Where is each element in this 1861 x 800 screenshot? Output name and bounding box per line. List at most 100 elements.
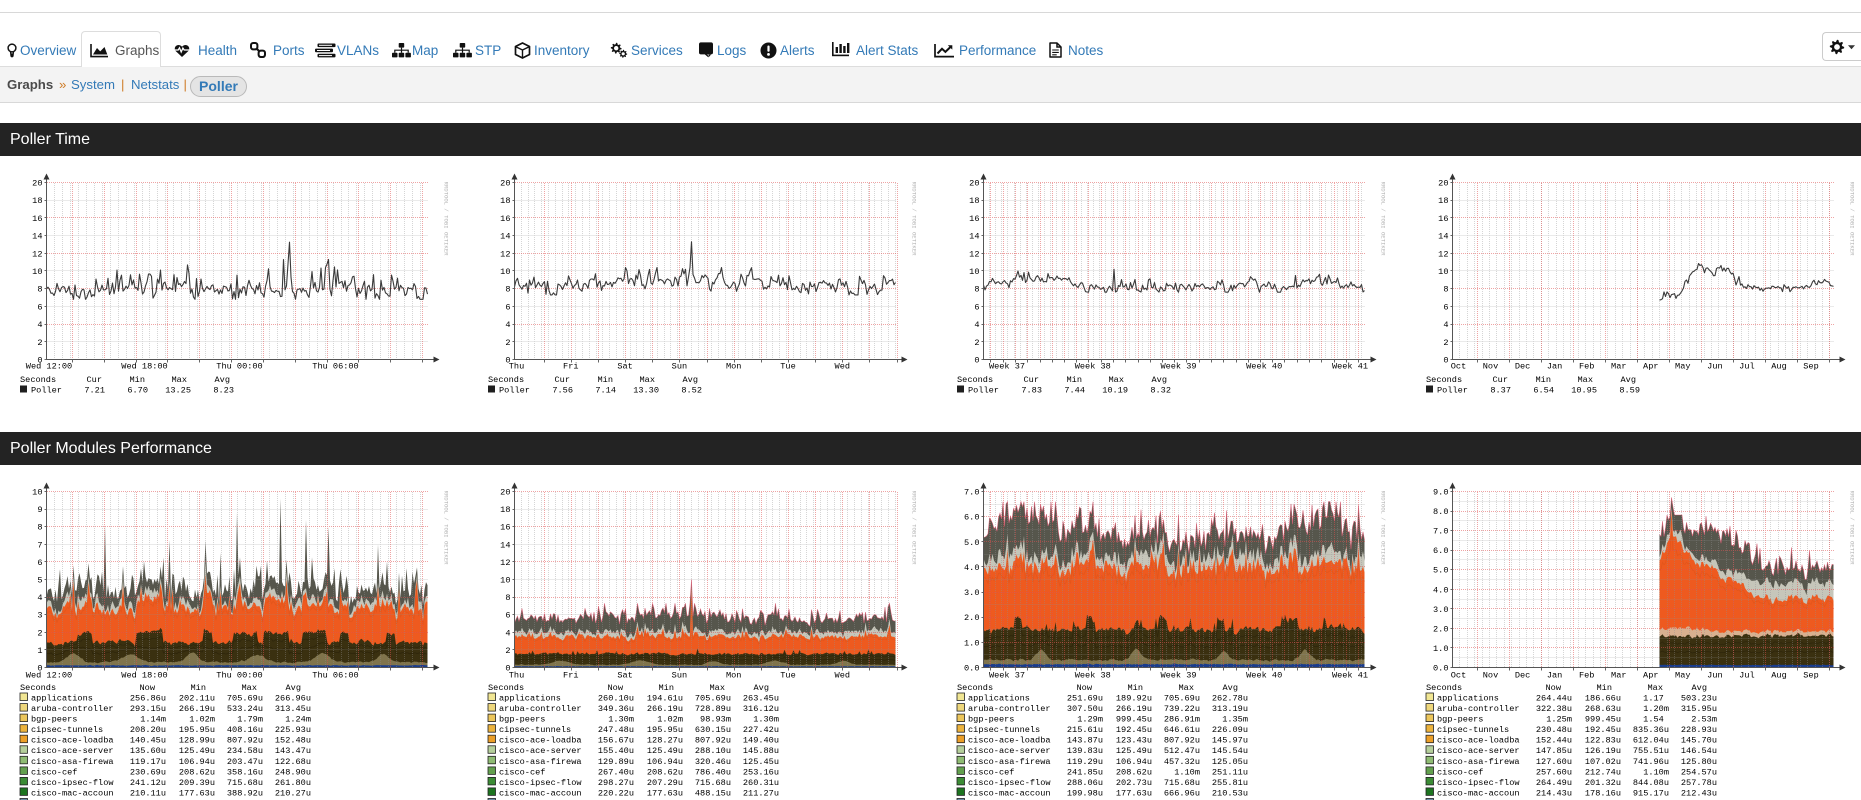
svg-text:Max: Max: [1578, 375, 1593, 385]
svg-text:145.54u: 145.54u: [1212, 746, 1248, 756]
svg-text:Week 38: Week 38: [1075, 671, 1111, 681]
svg-text:Min: Min: [598, 375, 613, 385]
svg-text:2: 2: [37, 628, 42, 638]
svg-text:Avg: Avg: [754, 683, 769, 693]
svg-text:199.98u: 199.98u: [1067, 788, 1103, 798]
svg-text:14: 14: [32, 232, 42, 242]
svg-text:Now: Now: [1077, 683, 1093, 693]
svg-text:145.88u: 145.88u: [743, 746, 779, 756]
svg-text:126.19u: 126.19u: [1585, 746, 1621, 756]
svg-text:20: 20: [500, 179, 510, 189]
svg-text:4: 4: [505, 320, 510, 330]
svg-text:Sun: Sun: [672, 362, 687, 372]
svg-text:Min: Min: [1597, 683, 1612, 693]
svg-text:630.15u: 630.15u: [695, 725, 731, 735]
svg-text:106.94u: 106.94u: [647, 757, 683, 767]
svg-text:13.25: 13.25: [165, 386, 191, 396]
svg-text:201.32u: 201.32u: [1585, 778, 1621, 788]
svg-text:1.14m: 1.14m: [140, 715, 166, 725]
svg-text:7.44: 7.44: [1064, 386, 1085, 396]
svg-text:8.32: 8.32: [1150, 386, 1171, 396]
svg-text:8: 8: [974, 285, 979, 295]
svg-text:Thu 00:00: Thu 00:00: [216, 671, 262, 681]
svg-text:Nov: Nov: [1483, 671, 1498, 681]
svg-text:140.45u: 140.45u: [130, 736, 166, 746]
svg-text:247.48u: 247.48u: [598, 725, 634, 735]
svg-text:260.31u: 260.31u: [743, 778, 779, 788]
svg-text:315.95u: 315.95u: [1681, 704, 1717, 714]
svg-text:cisco-ace-loadba: cisco-ace-loadba: [968, 736, 1051, 746]
svg-text:Sat: Sat: [617, 671, 632, 681]
svg-text:1.02m: 1.02m: [657, 715, 683, 725]
svg-text:210.53u: 210.53u: [1212, 788, 1248, 798]
svg-text:0: 0: [37, 664, 42, 674]
svg-text:192.45u: 192.45u: [1585, 725, 1621, 735]
svg-text:cisco-cef: cisco-cef: [1437, 767, 1483, 777]
svg-text:Seconds: Seconds: [20, 683, 56, 693]
svg-text:3.0: 3.0: [1433, 605, 1448, 615]
svg-text:786.40u: 786.40u: [695, 767, 731, 777]
svg-text:7.56: 7.56: [552, 386, 573, 396]
svg-text:255.81u: 255.81u: [1212, 778, 1248, 788]
svg-text:123.43u: 123.43u: [1116, 736, 1152, 746]
svg-text:145.97u: 145.97u: [1212, 736, 1248, 746]
svg-text:2: 2: [505, 338, 510, 348]
svg-text:488.15u: 488.15u: [695, 788, 731, 798]
svg-text:4: 4: [974, 320, 979, 330]
svg-text:755.51u: 755.51u: [1633, 746, 1669, 756]
svg-text:8: 8: [37, 523, 42, 533]
svg-text:4.0: 4.0: [1433, 585, 1448, 595]
svg-text:106.94u: 106.94u: [1116, 757, 1152, 767]
svg-text:Sun: Sun: [672, 671, 687, 681]
svg-text:125.80u: 125.80u: [1681, 757, 1717, 767]
svg-text:Feb: Feb: [1579, 362, 1594, 372]
svg-text:152.48u: 152.48u: [275, 736, 311, 746]
svg-text:Min: Min: [1536, 375, 1551, 385]
svg-text:1.30m: 1.30m: [753, 715, 779, 725]
svg-text:8.52: 8.52: [681, 386, 702, 396]
svg-text:Thu 06:00: Thu 06:00: [312, 671, 358, 681]
svg-text:612.04u: 612.04u: [1633, 736, 1669, 746]
svg-text:512.47u: 512.47u: [1164, 746, 1200, 756]
svg-text:Thu 00:00: Thu 00:00: [216, 362, 262, 372]
svg-text:Seconds: Seconds: [957, 375, 993, 385]
svg-text:0: 0: [974, 356, 979, 366]
svg-text:146.54u: 146.54u: [1681, 746, 1717, 756]
svg-text:807.92u: 807.92u: [1164, 736, 1200, 746]
svg-text:Week 38: Week 38: [1075, 362, 1111, 372]
svg-text:241.12u: 241.12u: [130, 778, 166, 788]
svg-text:Apr: Apr: [1643, 362, 1658, 372]
svg-text:Avg: Avg: [1621, 375, 1636, 385]
svg-text:1.30m: 1.30m: [608, 715, 634, 725]
svg-text:10.19: 10.19: [1102, 386, 1128, 396]
svg-text:20: 20: [32, 179, 42, 189]
svg-text:10: 10: [32, 267, 42, 277]
svg-text:Aug: Aug: [1771, 362, 1786, 372]
svg-text:1.17: 1.17: [1643, 694, 1664, 704]
svg-text:0: 0: [1443, 356, 1448, 366]
svg-text:cisco-ace-loadba: cisco-ace-loadba: [1437, 736, 1520, 746]
svg-text:applications: applications: [968, 694, 1030, 704]
svg-text:1.0: 1.0: [964, 638, 979, 648]
svg-text:143.47u: 143.47u: [275, 746, 311, 756]
svg-text:cisco-ace-server: cisco-ace-server: [31, 746, 114, 756]
svg-text:2: 2: [505, 646, 510, 656]
svg-text:cisco-ace-server: cisco-ace-server: [968, 746, 1051, 756]
svg-text:18: 18: [969, 196, 979, 206]
svg-text:10: 10: [500, 576, 510, 586]
svg-text:0: 0: [37, 356, 42, 366]
svg-text:1.0: 1.0: [1433, 644, 1448, 654]
svg-text:202.11u: 202.11u: [179, 694, 215, 704]
svg-text:Fri: Fri: [563, 671, 578, 681]
svg-text:254.57u: 254.57u: [1681, 767, 1717, 777]
svg-text:1: 1: [37, 646, 42, 656]
svg-text:Oct: Oct: [1451, 671, 1466, 681]
svg-text:211.27u: 211.27u: [743, 788, 779, 798]
svg-text:253.16u: 253.16u: [743, 767, 779, 777]
svg-text:143.87u: 143.87u: [1067, 736, 1103, 746]
svg-text:202.73u: 202.73u: [1116, 778, 1152, 788]
svg-text:4: 4: [505, 628, 510, 638]
svg-text:2: 2: [37, 338, 42, 348]
svg-text:268.63u: 268.63u: [1585, 704, 1621, 714]
svg-text:8.0: 8.0: [1433, 507, 1448, 517]
